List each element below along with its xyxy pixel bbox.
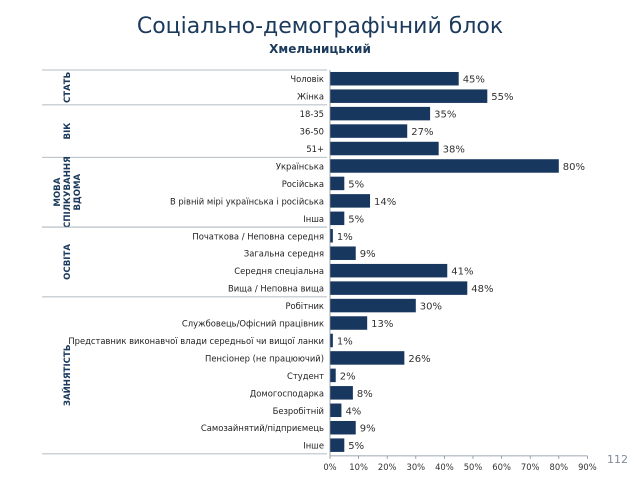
data-label: 26% [408,354,430,365]
category-label: Інша [303,214,324,224]
bar [330,246,356,260]
data-label: 80% [563,162,585,173]
bar [330,420,356,435]
data-label: 35% [434,110,456,121]
x-tick-label: 40% [435,462,454,472]
page-number: 112 [607,453,628,466]
category-label: Жінка [297,92,324,102]
category-label: Домогосподарка [250,388,324,398]
group-label: СТАТЬ [63,72,73,103]
data-label: 5% [348,441,364,452]
x-tick-label: 70% [521,462,540,472]
bar [330,438,345,452]
x-tick-label: 30% [406,462,425,472]
bar [330,281,468,295]
category-label: Студент [287,371,324,381]
data-label: 41% [451,267,473,278]
bar [330,333,333,348]
x-tick-label: 90% [578,462,597,472]
data-label: 38% [443,145,465,156]
x-tick-label: 60% [492,462,511,472]
bar [330,159,559,173]
group-label: ЗАЙНЯТІСТЬ [61,345,73,407]
category-label: Самозайнятий/підприємець [201,423,324,433]
data-label: 5% [348,179,364,190]
category-label: Українська [276,161,324,171]
data-label: 8% [357,389,373,400]
category-label: Початкова / Неповна середня [192,231,324,241]
category-label: 18-35 [300,109,324,119]
x-tick-label: 50% [464,462,483,472]
bar [330,298,416,313]
data-label: 5% [348,214,364,225]
category-label: Вища / Неповна вища [228,284,324,294]
bar [330,263,448,278]
category-label: Загальна середня [244,249,324,259]
category-label: Службовець/Офісний працівник [182,319,324,329]
data-label: 14% [374,197,396,208]
data-label: 1% [337,232,353,243]
bar [330,176,345,191]
bar [330,71,459,86]
data-label: 27% [411,127,433,138]
page-subtitle: Хмельницький [269,42,371,56]
category-label: Середня спеціальна [234,266,324,276]
data-label: 2% [340,371,356,382]
group-label: МОВАСПІЛКУВАННЯВДОМА [53,156,83,228]
data-label: 9% [360,424,376,435]
category-label: Інше [303,441,324,451]
bar [330,141,439,156]
bar [330,194,371,208]
category-label: 51+ [306,144,324,154]
x-tick-label: 0% [323,462,336,472]
data-label: 1% [337,336,353,347]
bar [330,124,408,138]
data-label: 30% [420,302,442,313]
category-label: Російська [282,179,324,189]
x-tick-label: 20% [378,462,397,472]
bar [330,229,333,243]
data-label: 4% [345,406,361,417]
group-label: ОСВІТА [63,244,73,280]
page-title: Соціально-демографічний блок [136,14,504,39]
data-label: 9% [360,249,376,260]
bar [330,403,342,418]
bar [330,211,345,226]
category-label: Пенсіонер (не працюючий) [205,353,324,363]
category-label: Робітник [285,301,324,311]
category-label: Безробітній [273,406,324,416]
category-label: Чоловік [290,74,324,84]
category-label: В рівній мірі українська і російська [170,196,324,206]
data-label: 55% [491,92,513,103]
data-label: 13% [371,319,393,330]
bar [330,106,431,121]
data-label: 48% [471,284,493,295]
x-tick-label: 10% [349,462,368,472]
category-label: Представник виконавчої влади середньої ч… [68,336,324,346]
data-label: 45% [463,75,485,86]
bar [330,368,336,383]
group-label: ВІК [63,123,73,140]
x-tick-label: 80% [549,462,568,472]
bar [330,351,405,365]
bar [330,316,368,330]
bar [330,386,353,400]
bar [330,89,488,103]
category-label: 36-50 [300,127,324,137]
